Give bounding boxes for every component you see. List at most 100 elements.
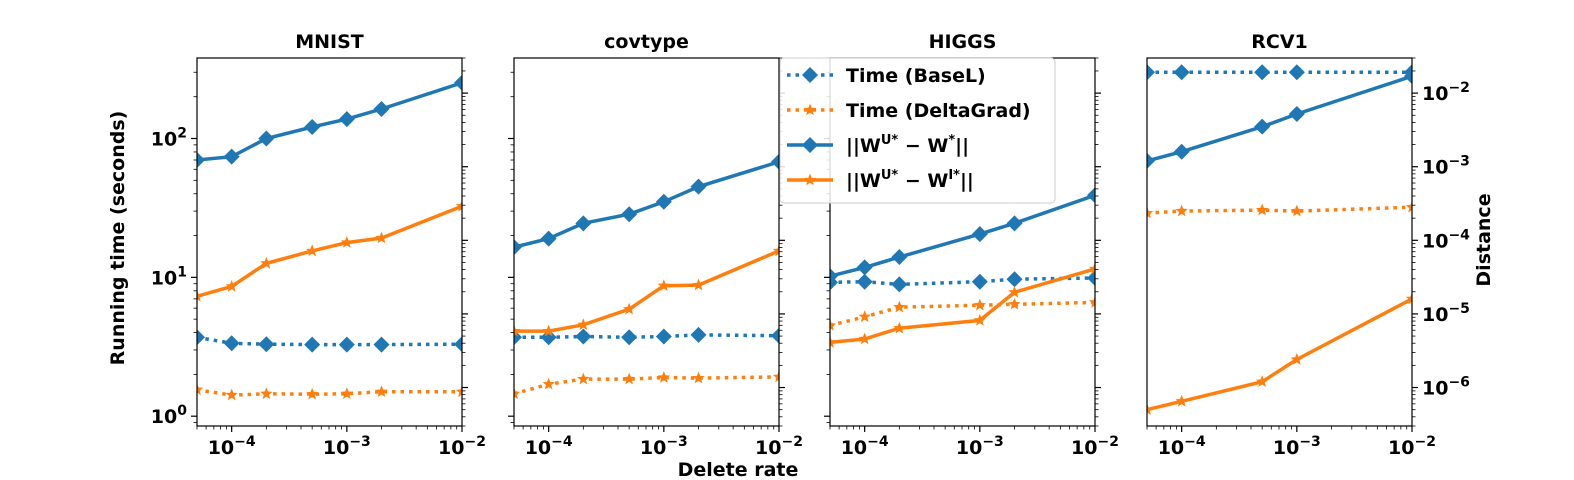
data-point xyxy=(304,119,321,136)
data-point xyxy=(258,130,275,147)
data-point xyxy=(830,319,837,331)
x-axis-label: Delete rate xyxy=(678,459,799,480)
x-tick-label: 10−4 xyxy=(525,434,573,459)
panel-title: HIGGS xyxy=(929,31,997,53)
data-point xyxy=(1405,292,1412,305)
plot-frame xyxy=(1146,57,1413,427)
data-point xyxy=(858,310,871,322)
data-point xyxy=(223,335,240,352)
data-point xyxy=(454,74,462,91)
data-point xyxy=(772,244,779,257)
data-point xyxy=(1147,64,1155,81)
data-point xyxy=(540,329,557,346)
x-tick-label: 10−3 xyxy=(323,434,371,459)
data-point xyxy=(893,321,906,334)
data-point xyxy=(971,273,988,290)
data-point xyxy=(260,387,273,400)
data-point xyxy=(1175,204,1188,217)
legend-marker xyxy=(803,103,817,116)
panel-mnist: MNIST 10−4 10−3 10−2 100 101 102 xyxy=(151,31,486,459)
data-point xyxy=(657,279,670,291)
distance-tick-label: 10−2 xyxy=(1422,80,1470,105)
data-point xyxy=(575,215,592,232)
data-point xyxy=(856,259,873,276)
data-point xyxy=(542,324,555,337)
data-point xyxy=(655,193,672,210)
data-point xyxy=(373,101,390,118)
data-point xyxy=(514,324,521,337)
x-tick-label: 10−3 xyxy=(956,434,1004,459)
data-point xyxy=(971,226,988,243)
x-tick-label: 10−4 xyxy=(841,434,889,459)
data-point xyxy=(260,256,273,269)
data-point xyxy=(657,371,670,383)
panel-higgs: HIGGS 10−4 10−3 10−2 xyxy=(824,31,1119,459)
data-point xyxy=(454,336,462,353)
data-point xyxy=(856,273,873,290)
data-point xyxy=(1290,204,1303,217)
y-tick-label: 101 xyxy=(151,264,187,289)
distance-tick-label: 10−4 xyxy=(1422,227,1470,252)
data-point xyxy=(306,244,319,257)
data-point xyxy=(375,385,388,397)
data-point xyxy=(225,279,238,292)
data-point xyxy=(197,383,204,395)
data-point xyxy=(197,152,205,169)
series-line xyxy=(197,204,462,298)
data-point xyxy=(973,298,986,311)
data-point xyxy=(891,249,908,266)
data-point xyxy=(621,329,638,346)
series-line xyxy=(514,160,779,249)
y-axis-label: Running time (seconds) xyxy=(107,111,129,366)
data-point xyxy=(891,276,908,293)
plot-frame xyxy=(196,57,463,427)
x-tick-label: 10−4 xyxy=(1158,434,1206,459)
data-point xyxy=(692,278,705,291)
data-point xyxy=(830,268,838,285)
data-point xyxy=(575,328,592,345)
data-point xyxy=(1256,375,1269,387)
x-tick-label: 10−2 xyxy=(438,434,486,459)
legend-marker xyxy=(802,137,818,153)
panel-title: MNIST xyxy=(295,31,364,53)
data-point xyxy=(514,239,522,256)
x-tick-label: 10−2 xyxy=(755,434,803,459)
data-point xyxy=(1008,285,1021,298)
data-point xyxy=(1404,68,1412,85)
data-point xyxy=(692,371,705,384)
data-point xyxy=(514,387,521,400)
data-point xyxy=(858,332,871,345)
data-point xyxy=(690,326,707,343)
data-point xyxy=(223,148,240,165)
legend-marker xyxy=(803,173,817,186)
legend-label: Time (BaseL) xyxy=(846,65,986,87)
panel-title: RCV1 xyxy=(1251,31,1308,53)
data-point xyxy=(772,370,779,383)
series-line xyxy=(830,267,1095,345)
data-point xyxy=(1254,118,1271,135)
data-point xyxy=(655,328,672,345)
data-point xyxy=(340,387,353,400)
series-group xyxy=(514,153,779,400)
data-point xyxy=(577,318,590,331)
series-line xyxy=(197,388,462,397)
data-point xyxy=(1147,152,1155,169)
series-line xyxy=(197,81,462,162)
series-line xyxy=(1147,205,1412,215)
data-point xyxy=(225,388,238,401)
y-tick-label: 100 xyxy=(151,403,187,428)
data-point xyxy=(623,302,636,315)
series-line xyxy=(514,249,779,333)
data-point xyxy=(1147,403,1154,415)
data-point xyxy=(542,377,555,390)
data-point xyxy=(306,387,319,400)
series-line xyxy=(1147,297,1412,412)
series-line xyxy=(830,300,1095,328)
data-point xyxy=(197,329,205,346)
legend-box xyxy=(779,57,1056,204)
data-point xyxy=(338,111,355,128)
data-point xyxy=(1147,206,1154,219)
data-point xyxy=(340,236,353,248)
data-point xyxy=(1290,353,1303,365)
distance-tick-label: 10−5 xyxy=(1422,301,1470,326)
